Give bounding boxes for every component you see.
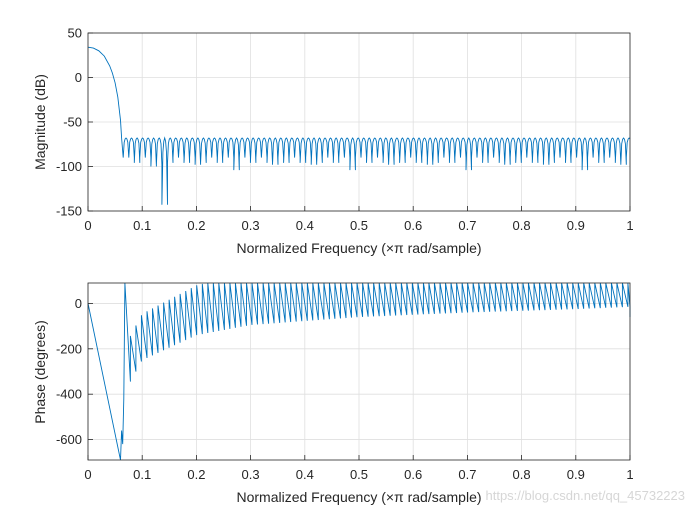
magnitude-y-tick-label: -150: [56, 204, 82, 219]
phase-axes: 0 0.1 0.2 0.3 0.4 0.5 0.6 0.7 0.8 0.9 1 0 -200 -400 -…: [32, 282, 634, 505]
magnitude-x-tick-label: 0.3: [242, 218, 260, 233]
magnitude-x-tick-label: 0.7: [458, 218, 476, 233]
magnitude-y-label: Magnitude (dB): [32, 74, 48, 170]
magnitude-x-tick-label: 1: [626, 218, 633, 233]
phase-y-tick-label: -200: [56, 341, 82, 356]
magnitude-line: [87, 46, 631, 205]
phase-x-tick-label: 1: [626, 467, 633, 482]
magnitude-x-tick-label: 0.8: [513, 218, 531, 233]
phase-x-tick-label: 0.5: [350, 467, 368, 482]
magnitude-x-ticks: 0 0.1 0.2 0.3 0.4 0.5 0.6 0.7 0.8 0.9 1: [84, 206, 634, 233]
phase-y-tick-label: -400: [56, 387, 82, 402]
phase-x-tick-label: 0.6: [404, 467, 422, 482]
magnitude-x-tick-label: 0.6: [404, 218, 422, 233]
phase-line: [87, 282, 631, 461]
magnitude-y-tick-label: 50: [68, 26, 82, 41]
phase-x-tick-label: 0.4: [296, 467, 314, 482]
magnitude-x-tick-label: 0.5: [350, 218, 368, 233]
phase-y-tick-label: 0: [75, 296, 82, 311]
watermark-text: https://blog.csdn.net/qq_45732223: [485, 488, 686, 503]
magnitude-y-tick-label: -100: [56, 159, 82, 174]
phase-y-ticks: 0 -200 -400 -600: [56, 296, 93, 447]
magnitude-x-tick-label: 0: [84, 218, 91, 233]
magnitude-y-tick-label: 0: [75, 70, 82, 85]
phase-x-tick-label: 0.2: [187, 467, 205, 482]
phase-x-tick-label: 0.7: [458, 467, 476, 482]
magnitude-y-ticks: 50 0 -50 -100 -150: [56, 26, 93, 219]
phase-x-tick-label: 0.3: [242, 467, 260, 482]
magnitude-axes: 0 0.1 0.2 0.3 0.4 0.5 0.6 0.7 0.8 0.9 1 50 0 -50 -100…: [32, 26, 634, 257]
phase-x-ticks: 0 0.1 0.2 0.3 0.4 0.5 0.6 0.7 0.8 0.9 1: [84, 455, 634, 482]
magnitude-x-tick-label: 0.1: [133, 218, 151, 233]
phase-y-tick-label: -600: [56, 432, 82, 447]
phase-x-tick-label: 0.9: [567, 467, 585, 482]
phase-x-tick-label: 0: [84, 467, 91, 482]
phase-x-tick-label: 0.8: [513, 467, 531, 482]
magnitude-x-tick-label: 0.2: [187, 218, 205, 233]
magnitude-x-tick-label: 0.4: [296, 218, 314, 233]
magnitude-x-tick-label: 0.9: [567, 218, 585, 233]
magnitude-y-tick-label: -50: [63, 115, 82, 130]
magnitude-x-label: Normalized Frequency (×π rad/sample): [236, 240, 481, 256]
phase-plot-area: [87, 282, 631, 461]
magnitude-plot-area: [87, 46, 631, 205]
phase-x-label: Normalized Frequency (×π rad/sample): [236, 489, 481, 505]
phase-x-tick-label: 0.1: [133, 467, 151, 482]
phase-y-label: Phase (degrees): [32, 320, 48, 424]
